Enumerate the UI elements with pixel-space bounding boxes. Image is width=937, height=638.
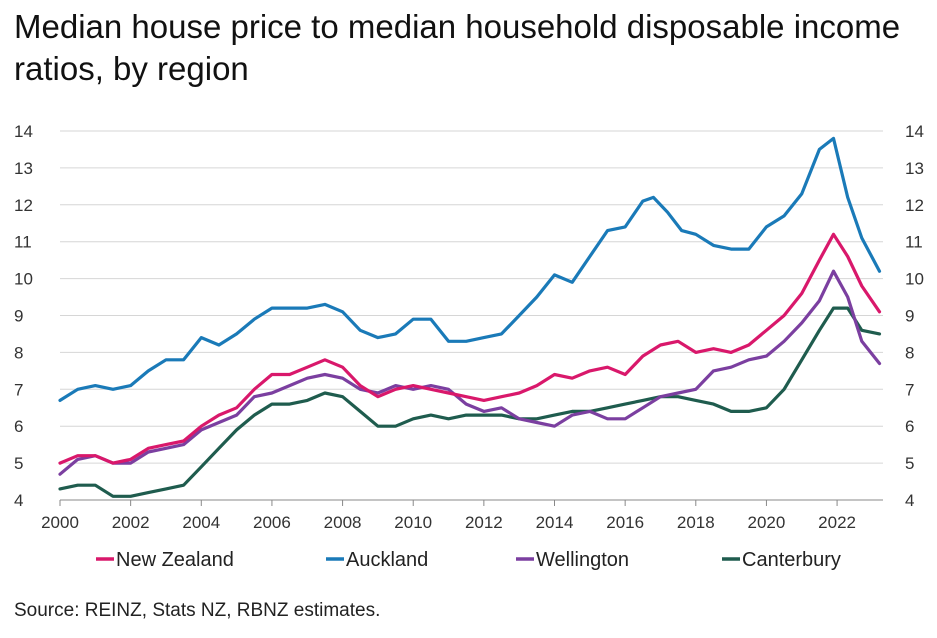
y-tick-label-left: 5	[14, 454, 23, 473]
x-tick-label: 2018	[677, 513, 715, 532]
y-tick-label-right: 6	[905, 417, 914, 436]
x-tick-label: 2016	[606, 513, 644, 532]
y-tick-label-right: 9	[905, 307, 914, 326]
series-line-canterbury	[58, 306, 882, 498]
y-tick-label-left: 6	[14, 417, 23, 436]
x-tick-label: 2000	[41, 513, 79, 532]
y-tick-label-right: 8	[905, 343, 914, 362]
x-tick-label: 2020	[748, 513, 786, 532]
x-tick-label: 2006	[253, 513, 291, 532]
legend-label: Wellington	[536, 549, 629, 571]
y-tick-label-left: 4	[14, 491, 23, 510]
legend-label: New Zealand	[116, 549, 234, 571]
x-tick-label: 2002	[112, 513, 150, 532]
source-note: Source: REINZ, Stats NZ, RBNZ estimates.	[14, 600, 381, 621]
x-tick-label: 2010	[394, 513, 432, 532]
x-tick-label: 2014	[536, 513, 574, 532]
x-axis: 2000 2002 2004 2006 2008 2010 2012 2014 2016 2018…	[41, 500, 856, 532]
y-tick-label-left: 8	[14, 343, 23, 362]
y-tick-label-right: 11	[905, 233, 923, 252]
x-tick-label: 2004	[182, 513, 220, 532]
x-tick-label: 2008	[324, 513, 362, 532]
grid-lines	[60, 130, 883, 464]
legend-label: Auckland	[346, 549, 428, 571]
left-y-axis: 4 5 6 7 8 9 10 11 12 13 14	[14, 122, 33, 510]
y-tick-label-right: 12	[905, 196, 924, 215]
y-tick-label-right: 7	[905, 380, 914, 399]
series-line-auckland	[58, 136, 882, 402]
x-tick-label: 2012	[465, 513, 503, 532]
y-tick-label-right: 13	[905, 159, 924, 178]
y-tick-label-left: 11	[14, 233, 32, 252]
y-tick-label-left: 14	[14, 122, 33, 141]
y-tick-label-right: 14	[905, 122, 924, 141]
legend-label: Canterbury	[742, 549, 841, 571]
x-tick-label: 2022	[818, 513, 856, 532]
chart-title: Median house price to median household d…	[14, 8, 901, 87]
y-tick-label-right: 10	[905, 270, 924, 289]
right-y-axis: 4 5 6 7 8 9 10 11 12 13 14	[905, 122, 924, 510]
series-lines	[58, 136, 882, 498]
y-tick-label-right: 5	[905, 454, 914, 473]
y-tick-label-left: 10	[14, 270, 33, 289]
legend: New Zealand Auckland Wellington Canterbury	[96, 549, 841, 571]
series-line-new-zealand	[58, 232, 882, 465]
series-line-wellington	[58, 269, 882, 476]
y-tick-label-left: 13	[14, 159, 33, 178]
y-tick-label-left: 9	[14, 307, 23, 326]
y-tick-label-right: 4	[905, 491, 914, 510]
y-tick-label-left: 7	[14, 380, 23, 399]
y-tick-label-left: 12	[14, 196, 33, 215]
